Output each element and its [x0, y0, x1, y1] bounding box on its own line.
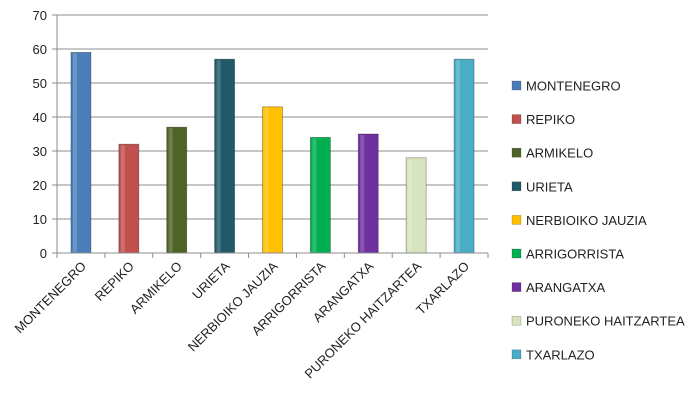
legend-swatch [511, 181, 522, 192]
y-axis-ticks: 0 10 20 30 40 50 60 70 [33, 8, 57, 261]
legend-swatch [511, 248, 522, 259]
bar-highlight [456, 60, 461, 253]
legend-swatch [511, 215, 522, 225]
x-tick-label: ARMIKELO [127, 259, 185, 317]
x-tick-label: REPIKO [92, 259, 137, 304]
legend-label: TXARLAZO [526, 347, 595, 362]
y-tick-label: 50 [33, 76, 47, 91]
legend-swatch [511, 80, 522, 91]
bar-highlight [408, 158, 413, 252]
bar-highlight [120, 145, 125, 252]
legend-label: ARANGATXA [526, 280, 606, 295]
legend-label: ARRIGORRISTA [526, 247, 624, 262]
legend-swatch [511, 147, 522, 158]
legend-label: REPIKO [526, 112, 575, 127]
x-tick-label: NERBIOIKO JAUZIA [185, 258, 281, 354]
y-tick-label: 20 [33, 178, 47, 193]
legend-label: MONTENEGRO [526, 79, 621, 94]
legend-label: URIETA [526, 179, 573, 194]
legend: MONTENEGRO REPIKO ARMIKELO URIETA NERBIOIKO … [511, 79, 685, 362]
x-tick-label: URIETA [189, 258, 233, 302]
y-tick-label: 70 [33, 8, 47, 23]
y-tick-label: 0 [40, 246, 47, 261]
legend-swatch [511, 349, 522, 360]
legend-swatch [511, 282, 522, 292]
legend-label: NERBIOIKO JAUZIA [526, 213, 647, 228]
y-tick-label: 40 [33, 110, 47, 125]
legend-label: ARMIKELO [526, 146, 593, 161]
legend-swatch [511, 315, 522, 326]
y-tick-label: 60 [33, 42, 47, 57]
bar-highlight [216, 60, 221, 253]
bar-highlight [264, 107, 269, 252]
y-tick-label: 10 [33, 212, 47, 227]
axes [56, 15, 488, 254]
bars [70, 52, 475, 254]
y-tick-label: 30 [33, 144, 47, 159]
legend-swatch [511, 114, 522, 124]
bar-highlight [72, 53, 77, 253]
legend-label: PURONEKO HAITZARTEA [526, 314, 685, 329]
x-tick-label: MONTENEGRO [12, 259, 90, 337]
bar-highlight [168, 128, 173, 252]
bar-highlight [312, 138, 317, 252]
bar-highlight [360, 135, 365, 252]
